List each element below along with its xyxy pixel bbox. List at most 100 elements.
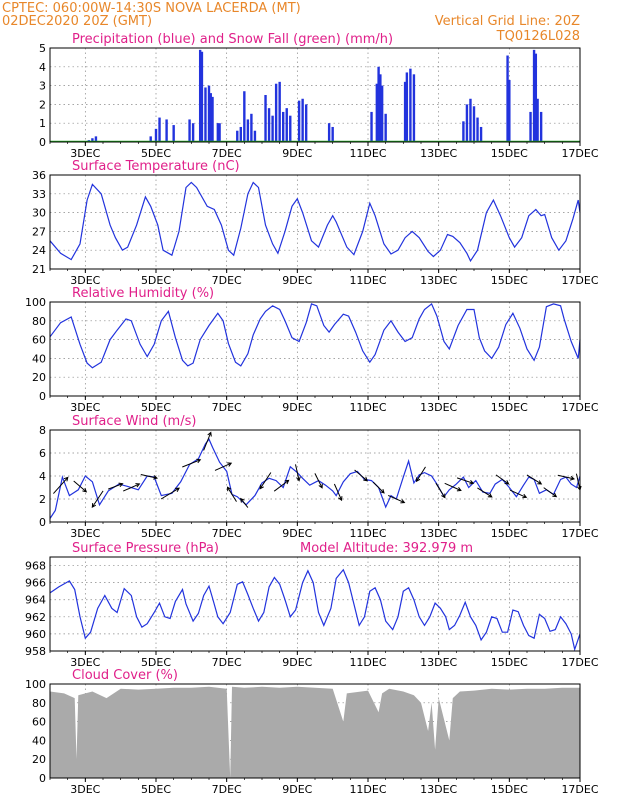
precip-bar	[207, 85, 211, 142]
precip-bar	[301, 98, 304, 142]
precip-bar	[149, 136, 152, 142]
precip-bar	[409, 68, 412, 142]
wind-arrow	[108, 482, 124, 490]
wind-ytick: 8	[39, 424, 46, 437]
temperature-xtick: 7DEC	[212, 274, 242, 287]
precip-bar	[377, 66, 380, 142]
precip-bar	[534, 53, 538, 142]
pressure-ytick: 960	[25, 628, 46, 641]
header-vertical-grid: Vertical Grid Line: 20Z	[435, 14, 580, 29]
pressure-xtick: 9DEC	[282, 656, 312, 669]
precipitation-ytick: 3	[39, 80, 46, 93]
wind-ytick: 2	[39, 493, 46, 506]
precip-bar	[380, 85, 384, 142]
precip-bar	[211, 96, 214, 142]
wind-arrow	[495, 474, 510, 485]
wind-arrow	[160, 487, 180, 500]
cloud-cover-ytick: 60	[32, 716, 46, 729]
precipitation-ytick: 0	[39, 136, 46, 149]
temperature-ytick: 36	[32, 169, 46, 182]
precip-bar	[218, 123, 221, 142]
precip-bar	[172, 125, 175, 142]
precip-bar	[236, 130, 239, 142]
wind-arrow	[509, 489, 528, 499]
precip-bar	[216, 123, 220, 142]
temperature-xtick: 13DEC	[420, 274, 457, 287]
wind-arrow	[203, 431, 212, 451]
precip-bar	[264, 95, 267, 142]
wind-arrow	[73, 480, 88, 493]
precipitation-xtick: 7DEC	[212, 147, 242, 160]
precip-bar	[282, 111, 285, 142]
wind-frame	[49, 429, 581, 523]
wind-arrow	[354, 469, 368, 482]
cloud-cover-xtick: 5DEC	[141, 783, 171, 796]
wind-arrow	[477, 487, 493, 498]
cloud-cover-frame	[49, 683, 581, 779]
cloud-cover-ytick: 80	[32, 697, 46, 710]
cloud-cover-xtick: 13DEC	[420, 783, 457, 796]
wind-xtick: 9DEC	[282, 527, 312, 540]
precip-bar	[154, 128, 158, 142]
precip-bar	[158, 117, 161, 142]
wind-xtick: 15DEC	[491, 527, 528, 540]
precip-bar	[165, 119, 168, 142]
cloud-cover-xtick: 17DEC	[561, 783, 598, 796]
wind-arrow	[435, 482, 446, 499]
precip-bar	[278, 81, 281, 142]
temperature-line	[49, 181, 581, 263]
precip-bar	[204, 87, 207, 142]
cloud-cover-xtick: 11DEC	[349, 783, 386, 796]
humidity-xtick: 13DEC	[420, 401, 457, 414]
humidity-frame	[49, 301, 581, 397]
wind-ytick: 0	[39, 516, 46, 529]
precip-bar	[91, 138, 94, 142]
precip-bar	[370, 111, 373, 142]
precipitation-title: Precipitation (blue) and Snow Fall (gree…	[72, 32, 393, 47]
temperature-title: Surface Temperature (nC)	[72, 159, 240, 174]
temperature-xtick: 5DEC	[141, 274, 171, 287]
cloud-cover-xtick: 9DEC	[282, 783, 312, 796]
wind-xtick: 5DEC	[141, 527, 171, 540]
wind-arrow	[333, 483, 343, 502]
wind-arrow	[53, 476, 69, 494]
precip-bar	[274, 83, 278, 142]
wind-panel: Surface Wind (m/s) 0 2 4 6 8 3DEC 5DEC 7DEC 9DEC 1…	[39, 414, 599, 540]
cloud-cover-ytick: 100	[25, 678, 46, 691]
wind-xtick: 3DEC	[70, 527, 100, 540]
precipitation-ytick: 5	[39, 42, 46, 55]
precipitation-xtick: 13DEC	[420, 147, 457, 160]
precip-bar	[384, 113, 387, 142]
wind-arrow	[387, 494, 406, 504]
pressure-ytick: 966	[25, 577, 46, 590]
humidity-ytick: 0	[39, 390, 46, 403]
precip-bar	[536, 98, 539, 142]
cloud-cover-area	[50, 686, 580, 778]
humidity-xtick: 11DEC	[349, 401, 386, 414]
temperature-frame	[49, 174, 581, 270]
wind-xtick: 13DEC	[420, 527, 457, 540]
humidity-xtick: 3DEC	[70, 401, 100, 414]
wind-arrow	[226, 486, 237, 502]
wind-arrow	[273, 479, 290, 492]
pressure-xtick: 15DEC	[491, 656, 528, 669]
precip-bar	[198, 49, 202, 142]
precip-bar	[532, 49, 536, 142]
cloud-cover-ytick: 40	[32, 734, 46, 747]
cloud-cover-ytick: 20	[32, 753, 46, 766]
precip-bar	[289, 115, 292, 142]
humidity-xtick: 7DEC	[212, 401, 242, 414]
wind-arrow	[214, 462, 233, 471]
precip-bar	[200, 51, 204, 143]
precipitation-panel: Precipitation (blue) and Snow Fall (gree…	[39, 32, 599, 160]
pressure-annotation: Model Altitude: 392.979 m	[300, 541, 473, 556]
wind-arrow	[122, 483, 141, 492]
precipitation-frame	[49, 47, 581, 143]
wind-arrow	[526, 474, 543, 485]
wind-xtick: 7DEC	[212, 527, 242, 540]
precip-bar	[375, 83, 379, 142]
temperature-xtick: 3DEC	[70, 274, 100, 287]
precipitation-xtick: 11DEC	[349, 147, 386, 160]
precip-bar	[469, 98, 472, 142]
precipitation-ytick: 1	[39, 117, 46, 130]
